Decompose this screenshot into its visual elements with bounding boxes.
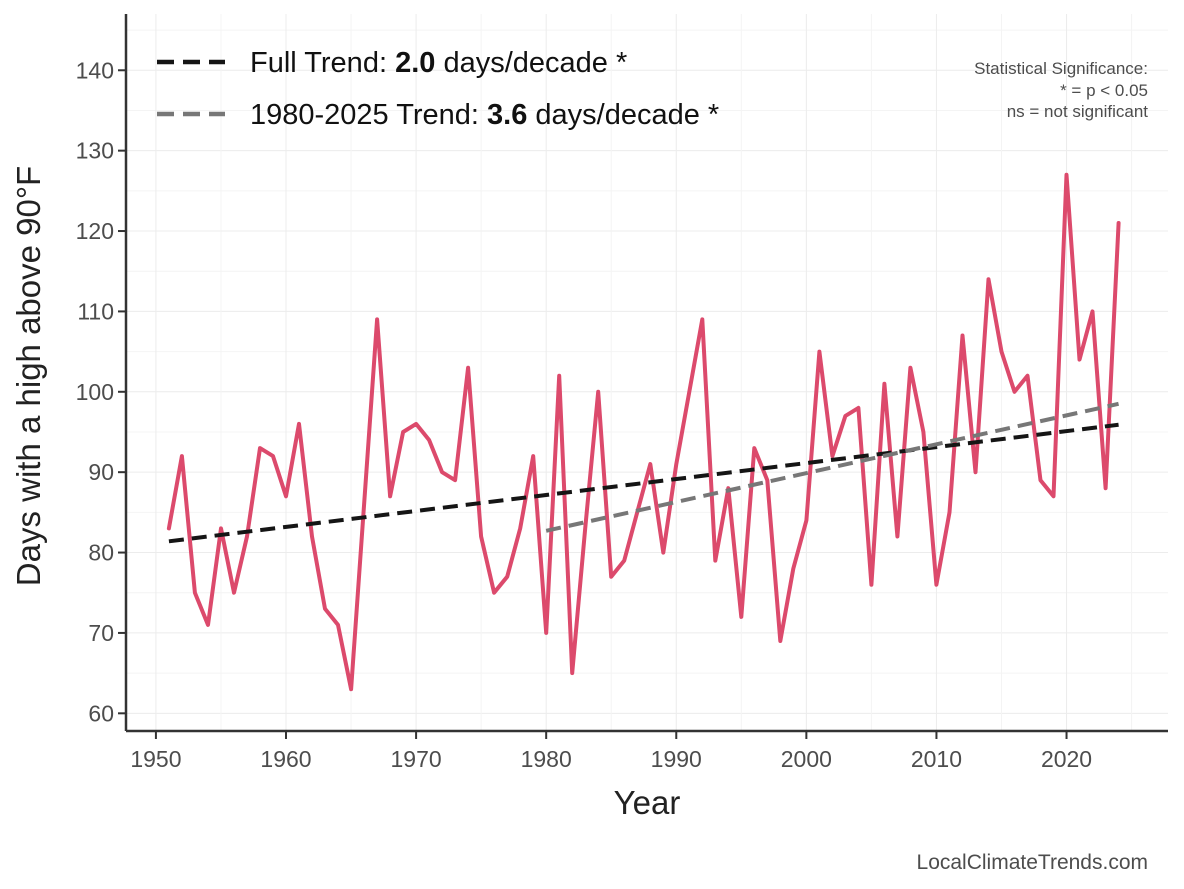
y-tick-label-110: 110 <box>77 298 114 324</box>
tick-labels: 60 70 80 90 100 110 120 130 140 1950 1960 1970 1980 1… <box>76 57 1092 772</box>
y-tick-label-130: 130 <box>76 138 114 164</box>
x-tick-label-1950: 1950 <box>130 746 181 772</box>
axes <box>118 14 1168 739</box>
y-tick-label-140: 140 <box>76 57 114 83</box>
x-tick-label-2000: 2000 <box>781 746 832 772</box>
legend-label-recent-trend: 1980-2025 Trend: 3.6 days/decade * <box>250 99 719 131</box>
grid-lines <box>126 14 1168 731</box>
data-series <box>166 172 1121 692</box>
significance-line-2: * = p < 0.05 <box>1060 81 1148 100</box>
x-tick-label-1970: 1970 <box>391 746 442 772</box>
y-tick-label-90: 90 <box>88 459 114 485</box>
legend-label-full-trend: Full Trend: 2.0 days/decade * <box>250 47 627 79</box>
legend: Full Trend: 2.0 days/decade * 1980-2025 … <box>157 47 719 131</box>
series-line <box>166 172 1121 692</box>
y-tick-label-80: 80 <box>88 540 114 566</box>
significance-line-3: ns = not significant <box>1007 102 1149 121</box>
x-tick-label-1990: 1990 <box>651 746 702 772</box>
y-tick-label-120: 120 <box>76 218 114 244</box>
y-tick-label-70: 70 <box>88 620 114 646</box>
x-axis-title: Year <box>614 784 681 821</box>
source-credit: LocalClimateTrends.com <box>917 851 1148 874</box>
x-tick-label-1960: 1960 <box>260 746 311 772</box>
x-tick-label-2020: 2020 <box>1041 746 1092 772</box>
x-tick-label-2010: 2010 <box>911 746 962 772</box>
y-axis-title: Days with a high above 90°F <box>10 166 47 586</box>
x-tick-label-1980: 1980 <box>521 746 572 772</box>
y-tick-label-60: 60 <box>88 700 114 726</box>
significance-note: Statistical Significance: * = p < 0.05 n… <box>974 59 1148 121</box>
y-tick-label-100: 100 <box>76 379 114 405</box>
recent-trend-line <box>545 401 1120 533</box>
trend-lines <box>168 401 1120 544</box>
significance-line-1: Statistical Significance: <box>974 59 1148 78</box>
